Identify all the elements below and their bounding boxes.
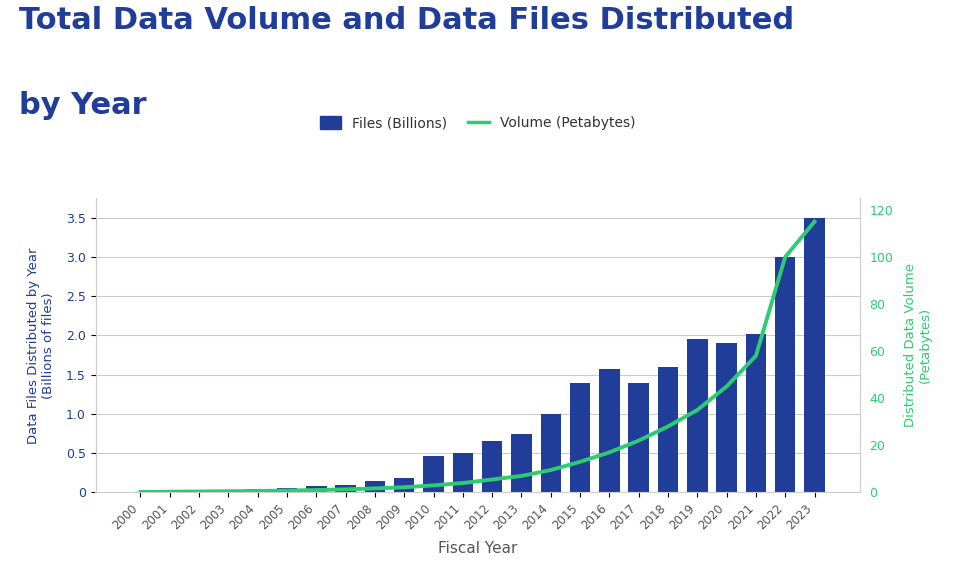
Bar [277,488,297,492]
Bar [306,486,327,492]
Bar [453,453,473,492]
Bar [570,383,590,492]
Bar [335,484,356,492]
Bar [628,383,649,492]
Text: by Year: by Year [19,91,147,119]
Bar [658,367,678,492]
Bar [541,414,561,492]
Bar [247,489,268,492]
Bar [511,434,532,492]
Bar [423,456,444,492]
Bar [687,338,708,492]
Text: Total Data Volume and Data Files Distributed: Total Data Volume and Data Files Distrib… [19,6,795,35]
Y-axis label: Data Files Distributed by Year
(Billions of files): Data Files Distributed by Year (Billions… [27,247,54,444]
Bar [804,218,825,492]
Bar [218,490,239,492]
Bar [482,441,502,492]
Legend: Files (Billions), Volume (Petabytes): Files (Billions), Volume (Petabytes) [314,111,641,136]
Bar [599,369,620,492]
X-axis label: Fiscal Year: Fiscal Year [437,541,518,556]
Bar [365,482,385,492]
Bar [189,491,209,492]
Y-axis label: Distributed Data Volume
(Petabytes): Distributed Data Volume (Petabytes) [904,263,932,427]
Bar [746,334,766,492]
Bar [716,344,737,492]
Bar [394,478,414,492]
Bar [775,257,796,492]
